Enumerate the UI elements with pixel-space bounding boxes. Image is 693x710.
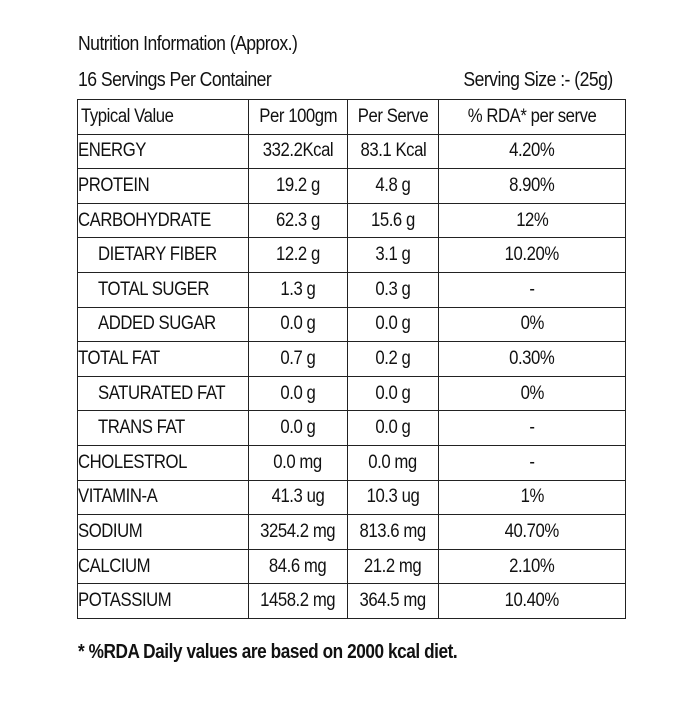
nutrient-name: TOTAL SUGER <box>77 271 249 308</box>
column-header-per-serve: Per Serve <box>347 99 439 135</box>
nutrient-name: TOTAL FAT <box>77 341 249 377</box>
value-rda: 0% <box>438 306 626 343</box>
value-per-100gm: 0.0 g <box>248 375 348 412</box>
table-row: CHOLESTROL 0.0 mg 0.0 mg - <box>77 444 626 481</box>
table-row: CARBOHYDRATE 62.3 g 15.6 g 12% <box>77 202 626 239</box>
value-per-serve: 0.3 g <box>347 271 439 308</box>
value-per-serve: 0.0 g <box>347 306 439 343</box>
table-row: TOTAL FAT 0.7 g 0.2 g 0.30% <box>77 341 626 377</box>
nutrient-name: CALCIUM <box>77 548 249 585</box>
nutrient-name: TRANS FAT <box>77 410 249 446</box>
value-per-100gm: 84.6 mg <box>248 548 348 585</box>
value-rda: 10.20% <box>438 237 626 273</box>
nutrient-name: CHOLESTROL <box>77 444 249 481</box>
value-per-serve: 4.8 g <box>347 168 439 204</box>
value-rda: 1% <box>438 479 626 516</box>
table-row: PROTEIN 19.2 g 4.8 g 8.90% <box>77 168 626 204</box>
table-header-row: Typical Value Per 100gm Per Serve % RDA*… <box>77 99 626 135</box>
table-row: CALCIUM 84.6 mg 21.2 mg 2.10% <box>77 548 626 585</box>
nutrient-name: VITAMIN-A <box>77 479 249 516</box>
table-row: TOTAL SUGER 1.3 g 0.3 g - <box>77 271 626 308</box>
value-per-100gm: 19.2 g <box>248 168 348 204</box>
nutrient-name: SODIUM <box>77 514 249 550</box>
column-header-per-100gm: Per 100gm <box>248 99 348 135</box>
value-per-100gm: 1458.2 mg <box>248 583 348 619</box>
value-per-serve: 83.1 Kcal <box>347 133 439 170</box>
value-per-100gm: 12.2 g <box>248 237 348 273</box>
table-row: VITAMIN-A 41.3 ug 10.3 ug 1% <box>77 479 626 516</box>
value-per-100gm: 0.0 g <box>248 410 348 446</box>
value-per-100gm: 0.0 mg <box>248 444 348 481</box>
value-per-serve: 813.6 mg <box>347 514 439 550</box>
servings-per-container: 16 Servings Per Container <box>78 69 272 91</box>
nutrient-name: PROTEIN <box>77 168 249 204</box>
value-rda: 0% <box>438 375 626 412</box>
value-rda: 10.40% <box>438 583 626 619</box>
nutrition-title: Nutrition Information (Approx.) <box>78 33 298 55</box>
value-per-100gm: 0.0 g <box>248 306 348 343</box>
value-per-100gm: 3254.2 mg <box>248 514 348 550</box>
column-header-typical-value: Typical Value <box>77 99 249 135</box>
table-row: ADDED SUGAR 0.0 g 0.0 g 0% <box>77 306 626 343</box>
value-per-serve: 0.2 g <box>347 341 439 377</box>
value-per-100gm: 41.3 ug <box>248 479 348 516</box>
serving-size: Serving Size :- (25g) <box>463 69 614 91</box>
table-row: SODIUM 3254.2 mg 813.6 mg 40.70% <box>77 514 626 550</box>
nutrient-name: ADDED SUGAR <box>77 306 249 343</box>
value-rda: - <box>438 444 626 481</box>
value-rda: - <box>438 410 626 446</box>
column-header-rda: % RDA* per serve <box>438 99 626 135</box>
value-per-100gm: 62.3 g <box>248 202 348 239</box>
table-row: DIETARY FIBER 12.2 g 3.1 g 10.20% <box>77 237 626 273</box>
nutrient-name: POTASSIUM <box>77 583 249 619</box>
value-rda: 40.70% <box>438 514 626 550</box>
nutrient-name: CARBOHYDRATE <box>77 202 249 239</box>
value-rda: - <box>438 271 626 308</box>
value-per-serve: 21.2 mg <box>347 548 439 585</box>
nutrition-table: Typical Value Per 100gm Per Serve % RDA*… <box>77 99 626 619</box>
table-row: ENERGY 332.2Kcal 83.1 Kcal 4.20% <box>77 133 626 170</box>
value-per-serve: 15.6 g <box>347 202 439 239</box>
value-rda: 12% <box>438 202 626 239</box>
value-per-serve: 10.3 ug <box>347 479 439 516</box>
nutrient-name: SATURATED FAT <box>77 375 249 412</box>
serving-info-row: 16 Servings Per Container Serving Size :… <box>78 69 621 97</box>
table-row: SATURATED FAT 0.0 g 0.0 g 0% <box>77 375 626 412</box>
rda-footnote: * %RDA Daily values are based on 2000 kc… <box>78 641 458 663</box>
value-per-100gm: 1.3 g <box>248 271 348 308</box>
value-per-serve: 364.5 mg <box>347 583 439 619</box>
value-rda: 2.10% <box>438 548 626 585</box>
value-per-100gm: 332.2Kcal <box>248 133 348 170</box>
value-rda: 8.90% <box>438 168 626 204</box>
value-per-serve: 0.0 g <box>347 410 439 446</box>
nutrient-name: DIETARY FIBER <box>77 237 249 273</box>
value-per-100gm: 0.7 g <box>248 341 348 377</box>
nutrient-name: ENERGY <box>77 133 249 170</box>
value-per-serve: 0.0 mg <box>347 444 439 481</box>
value-rda: 0.30% <box>438 341 626 377</box>
table-row: POTASSIUM 1458.2 mg 364.5 mg 10.40% <box>77 583 626 619</box>
value-per-serve: 3.1 g <box>347 237 439 273</box>
value-rda: 4.20% <box>438 133 626 170</box>
value-per-serve: 0.0 g <box>347 375 439 412</box>
table-row: TRANS FAT 0.0 g 0.0 g - <box>77 410 626 446</box>
